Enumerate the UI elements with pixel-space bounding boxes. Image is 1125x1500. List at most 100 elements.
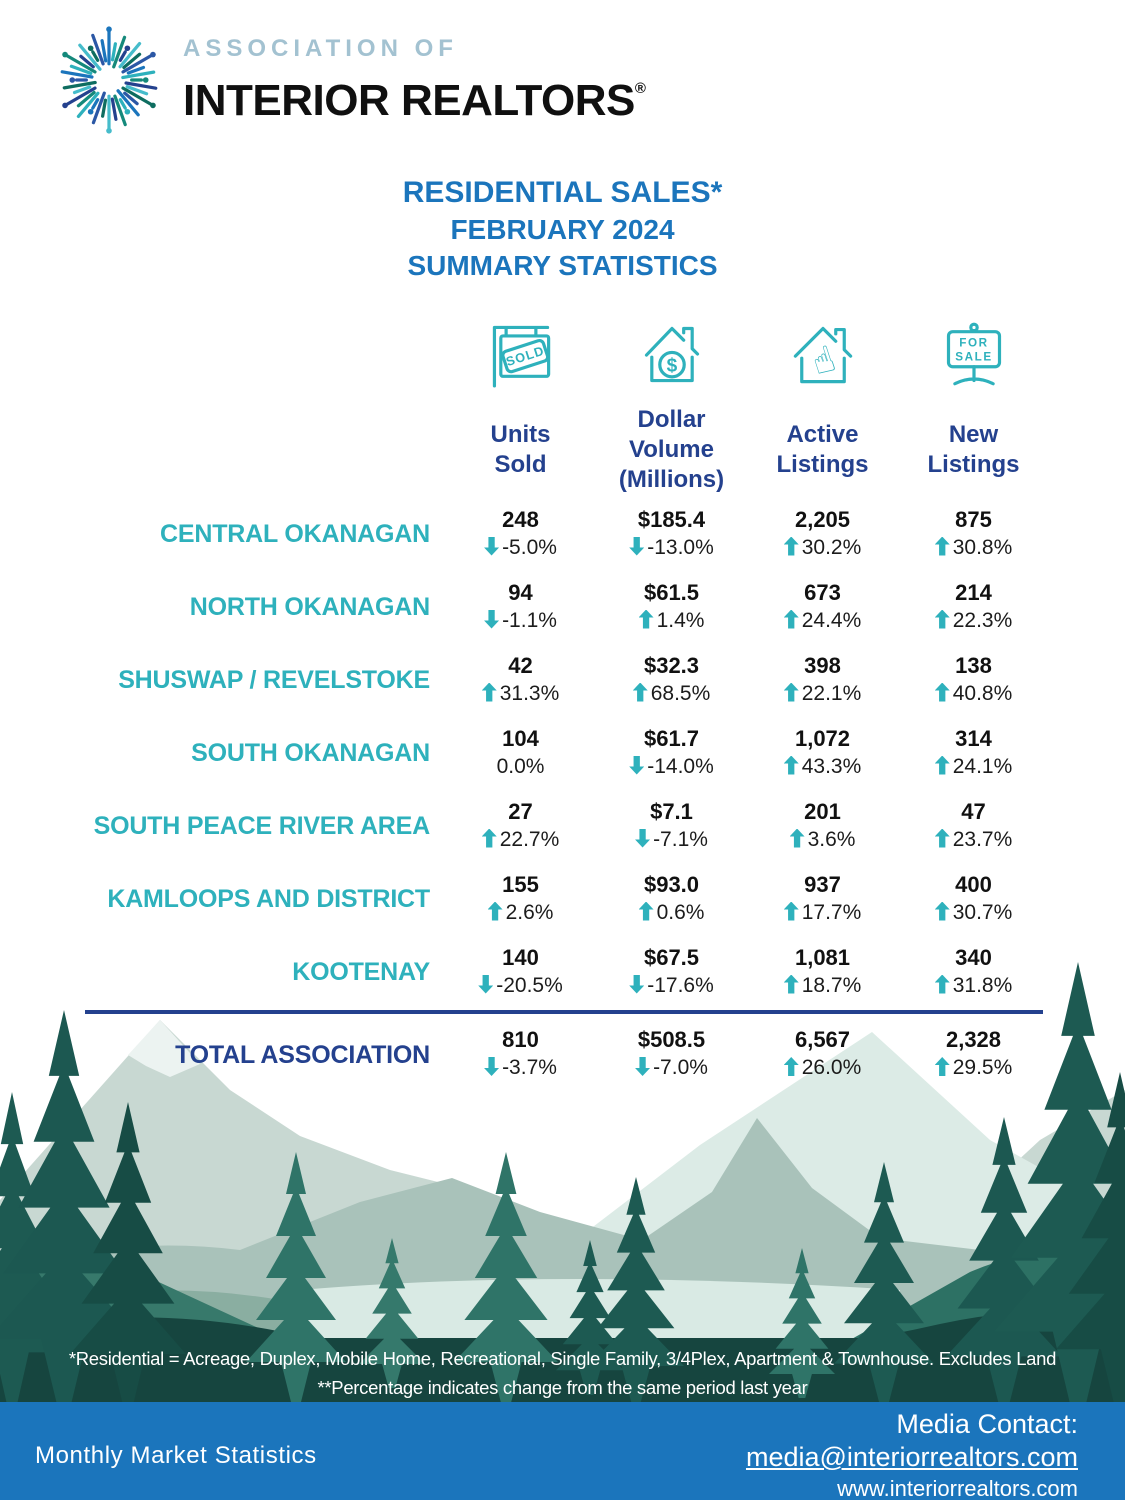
total-row-mount: TOTAL ASSOCIATION 810 -3.7% $508.5 -7.0%…: [60, 1016, 1049, 1094]
hand-cursor-glyph: ☝: [806, 337, 840, 385]
trend-percent: 43.3%: [801, 754, 862, 778]
svg-text:$: $: [666, 356, 677, 377]
stat-cell: 42 31.3%: [445, 653, 596, 709]
stat-value: 42: [508, 652, 533, 678]
trend-arrow: [632, 682, 648, 702]
trend-arrow: [934, 755, 950, 775]
stat-value: 214: [955, 579, 992, 605]
trend-percent: 23.7%: [952, 827, 1013, 851]
column-header-new-listings: New Listings: [927, 421, 1020, 478]
media-contact-email[interactable]: media@interiorrealtors.com: [745, 1442, 1078, 1472]
stat-cell: 314 24.1%: [898, 726, 1049, 782]
stat-value: $7.1: [650, 798, 693, 824]
stat-value: 1,072: [794, 725, 851, 751]
stat-value: 248: [502, 506, 539, 532]
trend-percent: 22.1%: [801, 681, 862, 705]
trend-percent: 18.7%: [801, 973, 862, 997]
stat-cell: 673 24.4%: [747, 580, 898, 636]
stat-cell: $61.7 -14.0%: [596, 726, 747, 782]
trend-percent: 0.6%: [656, 900, 705, 924]
trend-percent: -5.0%: [502, 535, 557, 559]
trend-percent: -7.0%: [653, 1056, 708, 1079]
footnotes: *Residential = Acreage, Duplex, Mobile H…: [0, 1344, 1125, 1402]
trend-arrow: [783, 974, 799, 994]
stat-cell: 398 22.1%: [747, 653, 898, 709]
region-label: SOUTH PEACE RIVER AREA: [93, 812, 431, 840]
trend-percent: -13.0%: [647, 535, 714, 559]
column-header-units-sold: Units Sold: [490, 421, 551, 478]
stat-value: 2,205: [794, 506, 851, 532]
trend-arrow: [635, 828, 651, 848]
table-rows: CENTRAL OKANAGAN 248 -5.0% $185.4 -13.0%…: [60, 498, 1049, 1009]
stat-value: $185.4: [637, 506, 706, 532]
trend-arrow: [934, 609, 950, 629]
stat-value: 340: [955, 944, 992, 970]
starburst-logo-icon: [60, 26, 158, 134]
table-row: NORTH OKANAGAN 94 -1.1% $61.5 1.4% 673 2…: [60, 571, 1049, 644]
trend-arrow: [629, 536, 645, 556]
trend-arrow: [783, 1057, 799, 1076]
stat-cell: 201 3.6%: [747, 799, 898, 855]
stat-value: 937: [804, 871, 841, 897]
stat-cell: 2,328 29.5%: [898, 1027, 1049, 1083]
stat-cell: 104 0.0%: [445, 726, 596, 782]
stat-value: 104: [502, 725, 539, 751]
media-contact-heading: Media Contact:: [896, 1409, 1078, 1439]
trend-arrow: [638, 901, 654, 921]
total-divider: [85, 1010, 1043, 1014]
trend-arrow: [934, 901, 950, 921]
trend-percent: 3.6%: [807, 827, 856, 851]
trend-percent: 30.8%: [952, 535, 1013, 559]
stat-value: $32.3: [643, 652, 700, 678]
region-label: TOTAL ASSOCIATION: [175, 1040, 430, 1069]
stat-value: 140: [502, 944, 539, 970]
stat-value: 1,081: [794, 944, 851, 970]
table-row: KAMLOOPS AND DISTRICT 155 2.6% $93.0 0.6…: [60, 863, 1049, 936]
stat-cell: 810 -3.7%: [445, 1027, 596, 1083]
logo-brand-name: INTERIOR REALTORS®: [183, 76, 646, 125]
stat-cell: $93.0 0.6%: [596, 872, 747, 928]
column-header-active-listings: Active Listings: [776, 421, 869, 478]
trend-percent: 2.6%: [505, 900, 554, 924]
stat-cell: $7.1 -7.1%: [596, 799, 747, 855]
trend-percent: -1.1%: [502, 608, 557, 632]
sold-sign-icon: SOLD: [445, 320, 596, 388]
region-label: KOOTENAY: [292, 958, 430, 986]
stat-value: 94: [508, 579, 533, 605]
table-row: SHUSWAP / REVELSTOKE 42 31.3% $32.3 68.5…: [60, 644, 1049, 717]
table-row: TOTAL ASSOCIATION 810 -3.7% $508.5 -7.0%…: [60, 1016, 1049, 1094]
stat-cell: 340 31.8%: [898, 945, 1049, 1001]
trend-arrow: [783, 609, 799, 629]
column-icons: SOLD $ ☝ FOR SALE: [445, 320, 1049, 388]
column-header-dollar-volume: Dollar Volume (Millions): [618, 406, 725, 493]
stat-cell: $32.3 68.5%: [596, 653, 747, 709]
trend-arrow: [629, 974, 645, 994]
logo-text: ASSOCIATION OF INTERIOR REALTORS®: [183, 34, 646, 126]
region-label: SOUTH OKANAGAN: [191, 739, 430, 767]
stat-cell: 400 30.7%: [898, 872, 1049, 928]
trend-percent: 24.1%: [952, 754, 1013, 778]
stat-cell: $67.5 -17.6%: [596, 945, 747, 1001]
stat-value: $508.5: [637, 1027, 706, 1052]
stat-cell: 2,205 30.2%: [747, 507, 898, 563]
website-url[interactable]: www.interiorrealtors.com: [837, 1476, 1078, 1500]
stat-cell: 1,072 43.3%: [747, 726, 898, 782]
trend-percent: 0.0%: [496, 754, 545, 778]
stat-value: 810: [502, 1027, 539, 1052]
trend-arrow: [934, 1057, 950, 1076]
stat-cell: 94 -1.1%: [445, 580, 596, 636]
mountain-forest-illustration: [0, 962, 1125, 1402]
trend-arrow: [481, 828, 497, 848]
stat-value: 400: [955, 871, 992, 897]
trend-percent: 30.2%: [801, 535, 862, 559]
trend-percent: 22.3%: [952, 608, 1013, 632]
svg-text:FOR: FOR: [959, 337, 988, 350]
trend-arrow: [934, 828, 950, 848]
footnote-line2: **Percentage indicates change from the s…: [317, 1377, 808, 1398]
trend-arrow: [484, 536, 500, 556]
trend-arrow: [635, 1057, 651, 1076]
stat-value: 6,567: [794, 1027, 851, 1052]
stat-value: $93.0: [643, 871, 700, 897]
trend-percent: 40.8%: [952, 681, 1013, 705]
column-headers: Units Sold Dollar Volume (Millions) Acti…: [445, 398, 1049, 502]
